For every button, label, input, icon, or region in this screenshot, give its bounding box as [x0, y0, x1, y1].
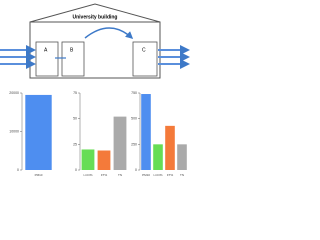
x-tick-label: FT%	[101, 173, 108, 177]
y-tick-label: 750	[131, 91, 137, 95]
flow-arrow	[84, 27, 134, 40]
x-tick-label: TN	[118, 173, 122, 177]
x-tick-label: FT%	[167, 173, 174, 177]
bar	[177, 144, 187, 170]
figure: University building A B C 0 10000 20000 PM1…	[0, 3, 190, 177]
bar	[97, 150, 111, 170]
room	[132, 41, 158, 77]
bar	[153, 144, 163, 170]
y-tick-label: 250	[131, 142, 137, 146]
x-tick-label: TN	[180, 173, 184, 177]
x-tick-label: t-CO%	[154, 173, 163, 177]
y-tick-label: 0	[135, 168, 137, 172]
x-tick-label: t-CO%	[84, 173, 93, 177]
y-tick-label: 500	[131, 117, 137, 121]
y-tick-label: 10000	[9, 129, 19, 133]
bar	[165, 125, 175, 170]
room-label: A	[44, 47, 48, 53]
y-tick-label: 0	[75, 168, 77, 172]
x-tick-label: PM10	[35, 173, 43, 177]
room	[61, 41, 85, 77]
bar	[25, 94, 52, 170]
x-tick-label: PM10	[142, 173, 150, 177]
bar	[81, 149, 95, 170]
room	[35, 41, 59, 77]
roof	[29, 3, 161, 23]
room-label: B	[70, 47, 74, 53]
bar	[113, 116, 127, 170]
y-tick-label: 75	[73, 91, 77, 95]
bar	[141, 94, 151, 170]
room-label: C	[142, 47, 146, 53]
building-title: University building	[72, 14, 117, 20]
y-tick-label: 25	[73, 142, 77, 146]
inflow-arrows	[0, 45, 190, 69]
y-tick-label: 20000	[9, 91, 19, 95]
y-tick-label: 50	[73, 117, 77, 121]
y-tick-label: 0	[17, 168, 19, 172]
